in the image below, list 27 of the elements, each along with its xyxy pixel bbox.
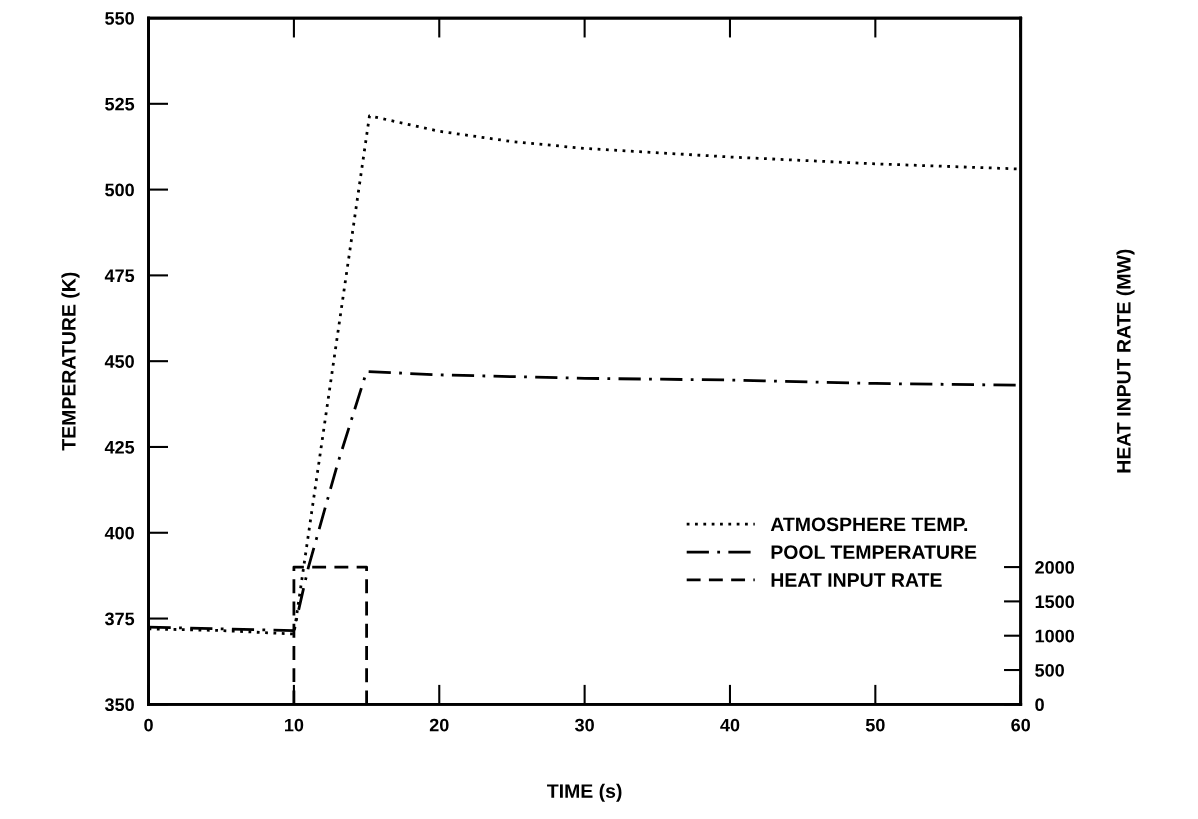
y2-tick-label: 0 [1035,698,1044,712]
x-tick-label: 30 [575,718,594,732]
y2-tick-label: 500 [1035,663,1064,677]
x-tick-label: 40 [720,718,740,732]
x-tick-label: 60 [1011,718,1030,732]
y-tick-label: 475 [104,269,135,283]
x-tick-label: 0 [144,718,153,732]
y-tick-label: 350 [104,698,134,712]
y-tick-label: 500 [105,183,134,197]
y-tick-label: 525 [105,97,135,111]
y2-tick-label: 1500 [1035,595,1075,609]
y-tick-label: 550 [105,11,134,25]
y2-tick-label: 2000 [1035,561,1075,574]
y-tick-label: 375 [104,612,135,626]
legend-label: ATMOSPHERE TEMP. [770,517,968,532]
y2-tick-label: 1000 [1035,629,1075,643]
y2-axis-title: HEAT INPUT RATE (MW) [1116,249,1135,473]
x-axis-title: TIME (s) [547,783,622,802]
y-tick-label: 425 [104,440,135,454]
legend-label: HEAT INPUT RATE [771,573,942,587]
x-tick-label: 50 [865,718,885,732]
x-tick-label: 10 [285,718,304,732]
legend-label: POOL TEMPERATURE [771,545,977,560]
y-axis-title: TEMPERATURE (K) [61,272,80,451]
y-tick-label: 400 [104,526,134,540]
y-tick-label: 450 [104,355,134,368]
x-tick-label: 20 [429,718,449,732]
